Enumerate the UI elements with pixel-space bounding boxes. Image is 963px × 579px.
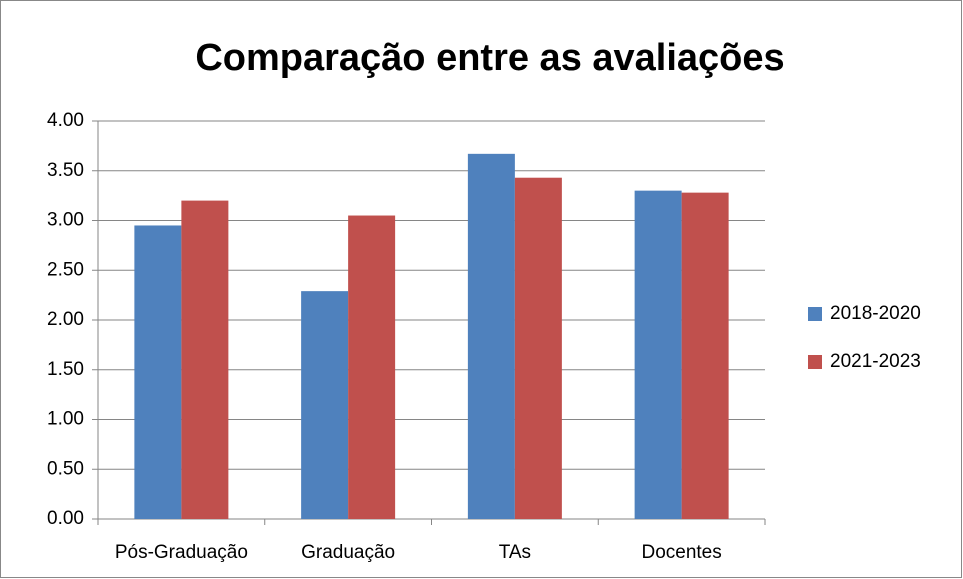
x-tick-label: Docentes — [641, 542, 721, 563]
y-tick-label: 4.00 — [47, 110, 84, 131]
y-tick-label: 0.50 — [47, 458, 84, 479]
y-tick-label: 1.00 — [47, 409, 84, 430]
x-tick-label: Graduação — [301, 542, 395, 563]
bar — [467, 153, 515, 519]
bar — [348, 215, 396, 519]
bar — [134, 225, 182, 519]
x-tick-label: TAs — [499, 542, 531, 563]
y-tick-label: 3.00 — [47, 210, 84, 231]
bar — [514, 177, 562, 519]
x-tick-label: Pós-Graduação — [115, 542, 248, 563]
bar — [634, 190, 682, 519]
legend-swatch — [808, 355, 822, 369]
y-tick-label: 1.50 — [47, 359, 84, 380]
bar — [681, 192, 729, 519]
legend-label: 2018-2020 — [830, 303, 921, 324]
bar — [301, 291, 349, 519]
y-tick-label: 2.50 — [47, 259, 84, 280]
y-tick-label: 2.00 — [47, 309, 84, 330]
y-tick-label: 3.50 — [47, 160, 84, 181]
legend-swatch — [808, 307, 822, 321]
y-tick-label: 0.00 — [47, 508, 84, 529]
bar — [181, 200, 229, 519]
legend-label: 2021-2023 — [830, 351, 921, 372]
chart-title: Comparação entre as avaliações — [195, 37, 784, 79]
